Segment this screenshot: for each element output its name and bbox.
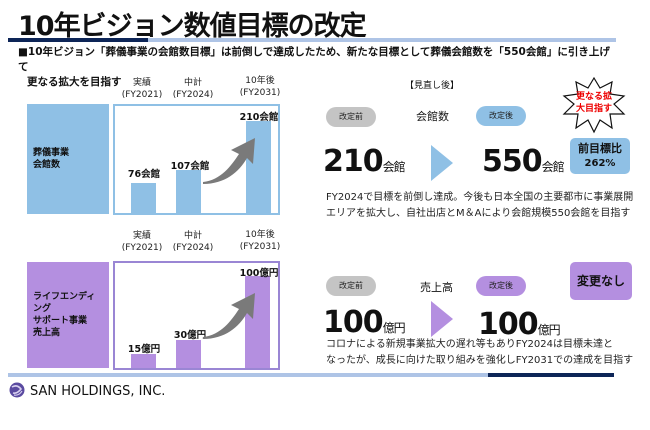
bar-label: 76会館 — [127, 169, 161, 180]
description-funeral: FY2024で目標を前倒し達成。今後も日本全国の主要都市に事業展開 エリアを拡大し… — [326, 192, 634, 219]
arrow-right-icon — [431, 145, 453, 181]
category-label-lifeending: ライフエンディング サポート事業 売上高 — [27, 262, 109, 368]
growth-arrow-icon — [203, 138, 255, 184]
category-label-funeral: 葬儀事業 会館数 — [27, 104, 109, 214]
title-rule-dark — [8, 38, 148, 42]
burst-callout-icon — [562, 76, 626, 134]
bar-fy2021 — [131, 183, 156, 213]
metric-label: 売上高 — [420, 281, 453, 294]
page-title: 10年ビジョン数値目標の改定 — [18, 11, 367, 42]
bar-fy2024 — [176, 340, 201, 368]
chart-funeral-halls: 76会館 107会館 210会館 — [113, 104, 280, 215]
after-pill: 改定後 — [476, 106, 526, 126]
bar-fy2021 — [131, 354, 156, 368]
title-rule-light — [148, 38, 616, 42]
bar-fy2031 — [246, 121, 271, 213]
burst-text: 更なる拡 大目指す — [575, 92, 612, 114]
growth-arrow-icon — [203, 293, 255, 339]
review-label: 【見直し後】 — [405, 81, 460, 91]
bar-label: 107会館 — [170, 161, 210, 172]
before-value: 210会館 — [323, 144, 406, 179]
col-header-10yr: 10年後 (FY2031) — [239, 230, 281, 252]
arrow-right-icon — [431, 301, 453, 337]
after-value: 550会館 — [482, 144, 565, 179]
lead-text: ■10年ビジョン「葬儀事業の会館数目標」は前倒しで達成したため、新たな目標として… — [18, 46, 610, 88]
footer-rule-dark — [488, 373, 614, 377]
metric-label: 会館数 — [416, 110, 449, 123]
after-value: 100億円 — [478, 307, 561, 342]
before-pill: 改定前 — [326, 276, 376, 296]
ratio-box: 前目標比 262% — [570, 138, 630, 174]
description-lifeending: コロナによる新規事業拡大の遅れ等もありFY2024は目標未達と なったが、成長に向… — [326, 339, 634, 366]
col-header-10yr: 10年後 (FY2031) — [239, 76, 281, 98]
before-value: 100億円 — [323, 305, 406, 340]
bar-label: 210会館 — [239, 112, 279, 123]
status-box: 変更なし — [570, 262, 632, 300]
company-logo-icon — [9, 382, 25, 398]
bar-label: 30億円 — [173, 330, 207, 341]
bar-fy2024 — [176, 170, 201, 213]
bar-fy2031 — [245, 276, 270, 368]
bar-label: 15億円 — [127, 344, 161, 355]
company-name: SAN HOLDINGS, INC. — [30, 384, 166, 399]
col-header-midterm: 中計 (FY2024) — [172, 231, 214, 253]
col-header-actual: 実績 (FY2021) — [121, 231, 163, 253]
footer-rule-light — [8, 373, 488, 377]
col-header-actual: 実績 (FY2021) — [121, 78, 163, 100]
before-pill: 改定前 — [326, 107, 376, 127]
col-header-midterm: 中計 (FY2024) — [172, 78, 214, 100]
bar-label: 100億円 — [239, 268, 279, 279]
after-pill: 改定後 — [476, 276, 526, 296]
chart-lifeending-sales: 15億円 30億円 100億円 — [113, 261, 280, 370]
